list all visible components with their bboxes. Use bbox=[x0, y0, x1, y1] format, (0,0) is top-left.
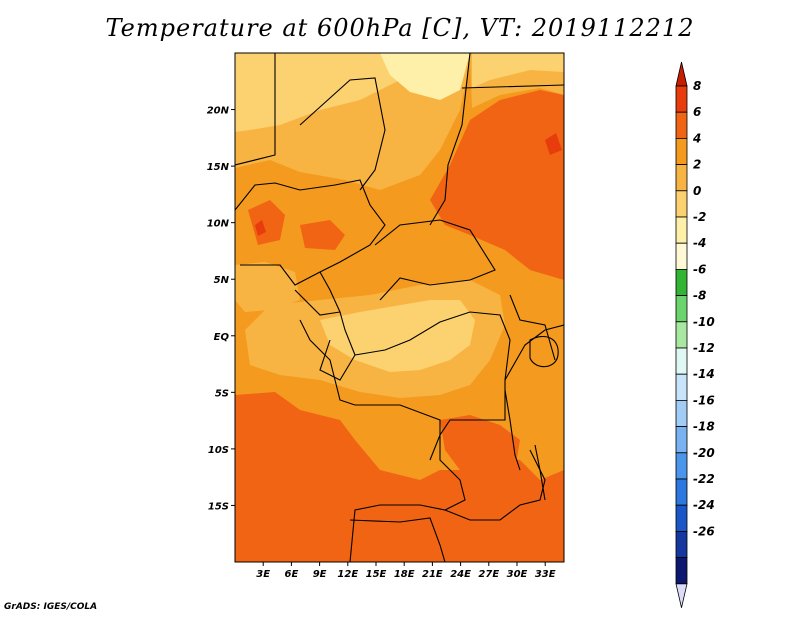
colorbar-swatch bbox=[675, 399, 688, 427]
colorbar-swatch bbox=[675, 321, 688, 349]
border-angola bbox=[349, 404, 466, 562]
colorbar-label: 6 bbox=[693, 105, 701, 119]
country-borders bbox=[235, 53, 564, 562]
colorbar-label: -20 bbox=[693, 446, 715, 460]
x-tick-label: 12E bbox=[337, 569, 358, 580]
colorbar-label: -8 bbox=[693, 289, 706, 303]
y-tick-label: 5N bbox=[214, 275, 230, 286]
border-congo bbox=[319, 311, 356, 381]
x-tick-label: 30E bbox=[507, 569, 528, 580]
colorbar-swatch bbox=[675, 347, 688, 375]
colorbar-swatch bbox=[675, 190, 688, 218]
border-lake-tanganyika bbox=[504, 389, 521, 471]
colorbar-swatch bbox=[675, 268, 688, 296]
x-tick-label: 9E bbox=[313, 569, 327, 580]
border-namibia bbox=[349, 517, 446, 562]
x-tick-label: 21E bbox=[422, 569, 443, 580]
colorbar-swatch bbox=[675, 216, 688, 244]
colorbar-swatch bbox=[675, 85, 688, 113]
colorbar-label: -10 bbox=[693, 315, 715, 329]
border-lake-malawi bbox=[534, 444, 546, 501]
colorbar-label: 4 bbox=[692, 131, 701, 145]
x-tick-label: 27E bbox=[478, 569, 499, 580]
field-4-6-lakes bbox=[440, 415, 520, 480]
y-tick-label: 15S bbox=[208, 501, 229, 512]
x-axis: 3E 6E 9E 12E 15E 18E 21E 24E 27E 30E 33E bbox=[256, 562, 556, 580]
border-nigeria bbox=[235, 179, 386, 286]
colorbar-label: -2 bbox=[693, 210, 706, 224]
border-uganda-kenya bbox=[509, 294, 556, 361]
border-niger-chad bbox=[299, 77, 386, 191]
field-6-8-spot2 bbox=[255, 220, 266, 236]
colorbar-label: -4 bbox=[693, 236, 706, 250]
border-drc bbox=[354, 311, 511, 461]
colorbar-swatch bbox=[675, 111, 688, 139]
colorbar-label: -16 bbox=[693, 393, 715, 407]
chart-title: Temperature at 600hPa [C], VT: 201911221… bbox=[105, 14, 695, 42]
x-tick-label: 6E bbox=[285, 569, 299, 580]
field-neg4-neg2 bbox=[380, 53, 470, 100]
border-chad-sudan bbox=[429, 53, 471, 226]
colorbar-label: -24 bbox=[693, 498, 715, 512]
y-axis: 20N 15N 10N 5N EQ 5S 10S 15S bbox=[207, 106, 235, 512]
colorbar-swatch bbox=[675, 452, 688, 480]
colorbar-label: -6 bbox=[693, 262, 706, 276]
y-tick-label: 5S bbox=[215, 388, 229, 399]
colorbar-swatch bbox=[675, 557, 688, 585]
x-tick-label: 33E bbox=[535, 569, 556, 580]
x-tick-label: 24E bbox=[450, 569, 471, 580]
x-tick-label: 15E bbox=[366, 569, 387, 580]
colorbar-swatch bbox=[675, 242, 688, 270]
y-tick-label: 15N bbox=[207, 162, 230, 173]
border-libya-chad bbox=[235, 53, 276, 166]
field-4-6-nw bbox=[248, 200, 285, 245]
x-tick-label: 18E bbox=[394, 569, 415, 580]
colorbar-label: -26 bbox=[693, 524, 715, 538]
colorbar-label: 0 bbox=[693, 184, 701, 198]
border-car bbox=[374, 219, 496, 301]
colorbar-swatch bbox=[675, 531, 688, 559]
colorbar-label: -18 bbox=[693, 420, 715, 434]
colorbar-swatch bbox=[675, 137, 688, 165]
field-4-6-east bbox=[430, 90, 564, 280]
y-tick-label: 10S bbox=[208, 445, 229, 456]
colorbar-swatch bbox=[675, 373, 688, 401]
colorbar-swatch bbox=[675, 478, 688, 506]
colorbar-label: -12 bbox=[693, 341, 715, 355]
field-0-2-west bbox=[235, 262, 300, 312]
field-neg2-0-north bbox=[235, 53, 420, 132]
colorbar-label: -14 bbox=[693, 367, 715, 381]
border-lake-victoria bbox=[529, 336, 559, 368]
temperature-field bbox=[235, 53, 564, 562]
x-tick-label: 3E bbox=[256, 569, 270, 580]
colorbar-bottom-arrow bbox=[675, 583, 688, 608]
border-zambia bbox=[444, 449, 546, 521]
credit-label: GrADS: IGES/COLA bbox=[4, 602, 98, 612]
colorbar-swatch bbox=[675, 164, 688, 192]
y-tick-label: 10N bbox=[207, 219, 230, 230]
y-tick-label: EQ bbox=[214, 332, 230, 343]
field-6-8-spot bbox=[545, 133, 562, 155]
field-neg2-0-ne bbox=[472, 53, 564, 88]
y-tick-label: 20N bbox=[207, 106, 230, 117]
map-frame bbox=[234, 52, 565, 563]
border-sudan-north bbox=[461, 84, 564, 89]
colorbar: 8 6 4 2 0 -2 -4 -6 -8 -10 -12 -14 -16 -18 -20 -22 -24 -26 bbox=[675, 61, 715, 608]
field-4-6-nc bbox=[300, 220, 345, 250]
colorbar-top-arrow bbox=[675, 61, 688, 87]
colorbar-label: -22 bbox=[693, 472, 715, 486]
colorbar-swatch bbox=[675, 426, 688, 454]
colorbar-label: 2 bbox=[693, 158, 701, 172]
border-coast-gabon bbox=[299, 319, 356, 406]
colorbar-label: 8 bbox=[693, 79, 701, 93]
colorbar-swatch bbox=[675, 504, 688, 532]
colorbar-swatch bbox=[675, 295, 688, 323]
